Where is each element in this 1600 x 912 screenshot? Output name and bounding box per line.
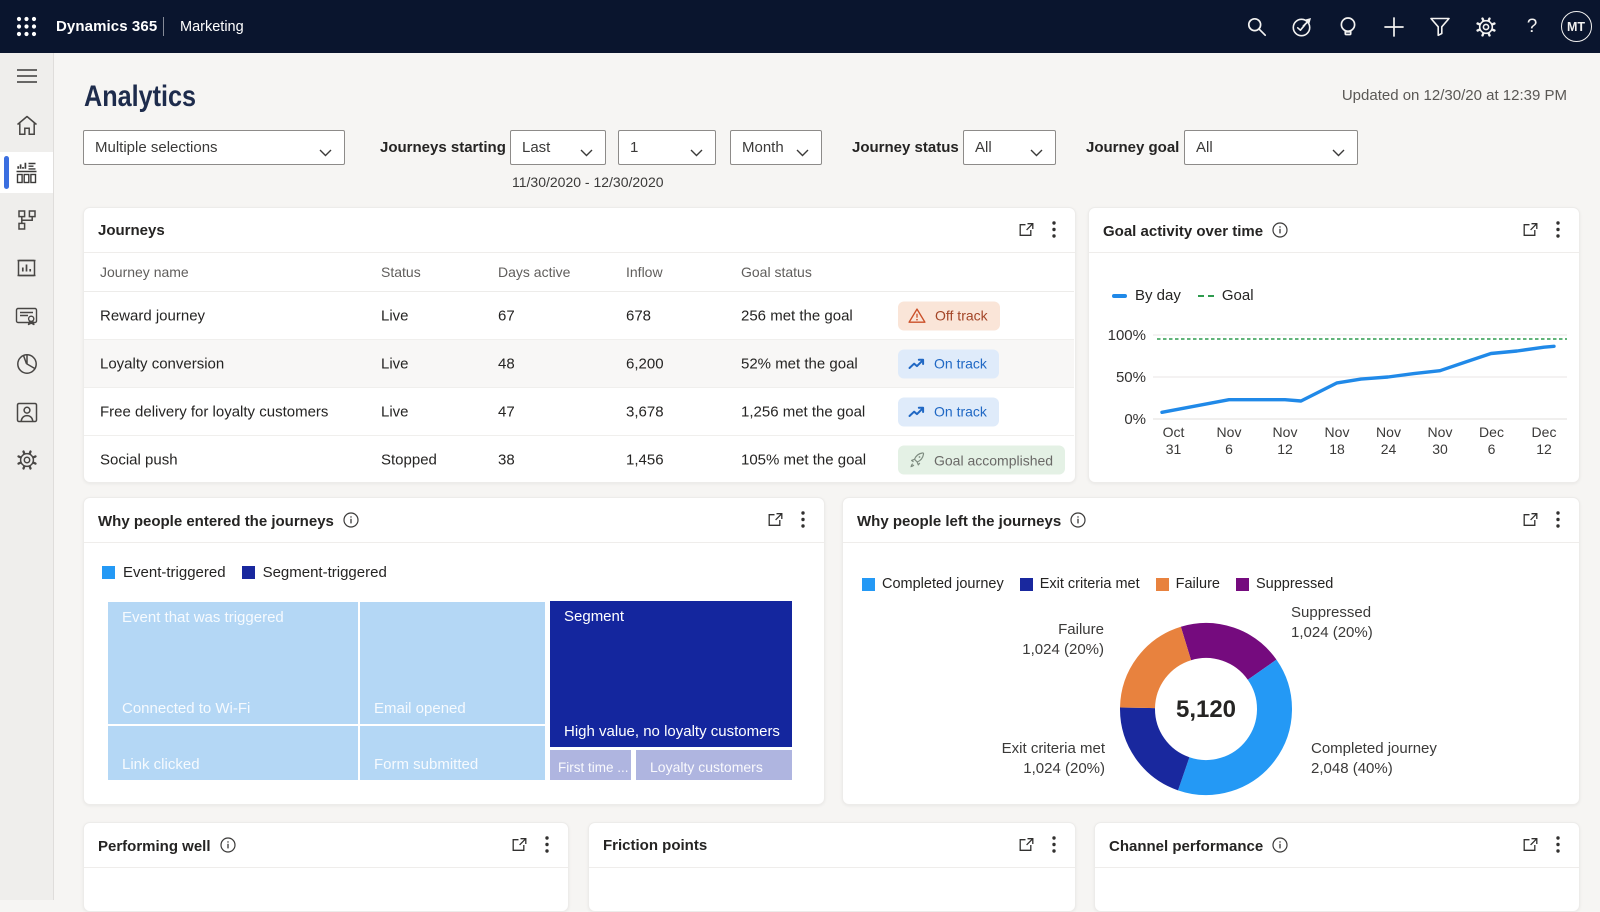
svg-text:Nov: Nov (1217, 424, 1242, 440)
svg-text:0%: 0% (1124, 411, 1146, 428)
svg-text:Dec: Dec (1532, 424, 1557, 440)
svg-text:24: 24 (1381, 441, 1397, 457)
svg-text:Nov: Nov (1376, 424, 1401, 440)
svg-text:Nov: Nov (1325, 424, 1350, 440)
svg-text:31: 31 (1166, 441, 1182, 457)
svg-text:Dec: Dec (1479, 424, 1504, 440)
svg-text:Nov: Nov (1273, 424, 1298, 440)
svg-text:Oct: Oct (1163, 424, 1185, 440)
svg-text:Nov: Nov (1428, 424, 1453, 440)
svg-text:12: 12 (1277, 441, 1293, 457)
svg-text:6: 6 (1488, 441, 1496, 457)
svg-text:30: 30 (1432, 441, 1448, 457)
svg-text:100%: 100% (1108, 327, 1146, 344)
svg-text:18: 18 (1329, 441, 1345, 457)
svg-text:50%: 50% (1116, 369, 1146, 386)
svg-text:6: 6 (1225, 441, 1233, 457)
svg-text:12: 12 (1536, 441, 1552, 457)
